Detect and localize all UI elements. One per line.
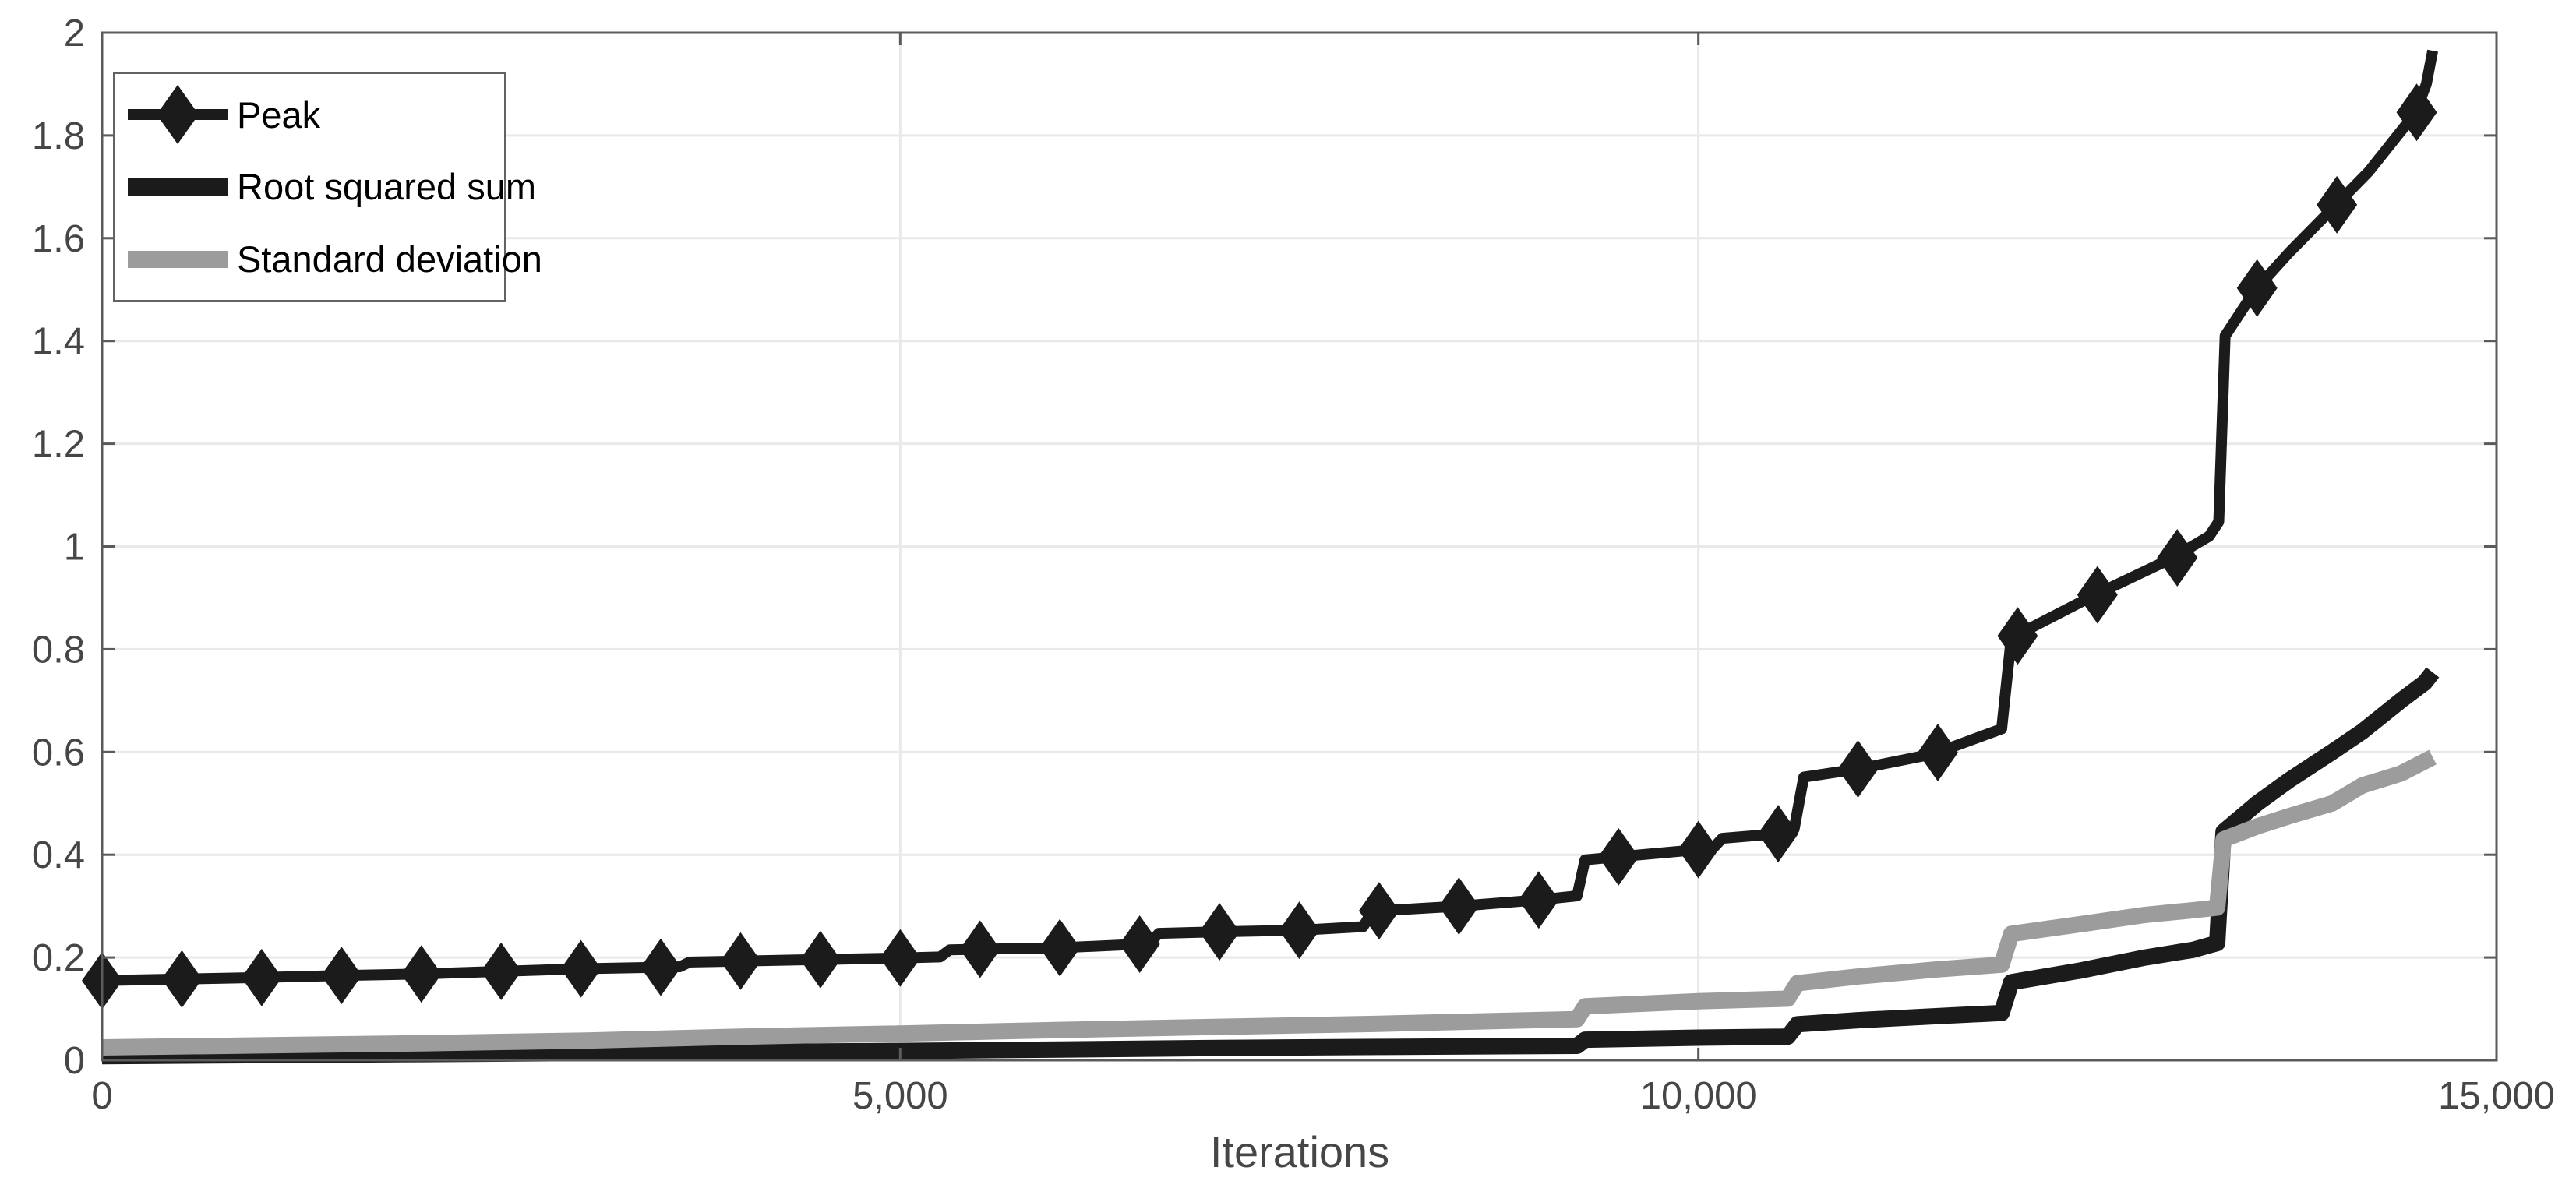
diamond-marker [560, 939, 602, 998]
diamond-marker [2396, 83, 2437, 142]
y-tick-label: 0.8 [32, 629, 85, 671]
legend-item-root-squared-sum: Root squared sum [123, 153, 536, 221]
y-tick-label: 1.4 [32, 321, 85, 363]
legend-label: Standard deviation [237, 238, 542, 280]
diamond-marker [1199, 903, 1240, 961]
y-tick-label: 1.8 [32, 115, 85, 157]
x-tick-label: 0 [91, 1075, 112, 1117]
diamond-marker [1598, 827, 1639, 886]
gray-line-icon [123, 225, 232, 294]
diamond-marker [2157, 529, 2198, 587]
diamond-marker [2077, 566, 2118, 624]
diamond-marker [1039, 918, 1081, 977]
diamond-marker [1119, 915, 1160, 973]
diamond-marker [161, 950, 203, 1008]
y-tick-label: 1.6 [32, 218, 85, 260]
diamond-marker [1678, 820, 1719, 879]
diamond-marker [241, 948, 282, 1006]
series-standard-deviation [101, 749, 2437, 1056]
black-line-icon [123, 153, 232, 221]
legend-item-peak: Peak [123, 80, 496, 149]
legend-box: Peak Root squared sum Standard deviation [113, 72, 542, 302]
tick-marks [101, 31, 2498, 1062]
diamond-marker [1917, 723, 1958, 781]
diamond-marker [1997, 607, 2038, 665]
gridlines [102, 33, 2497, 1060]
diamond-marker [1837, 740, 1879, 798]
legend-label: Peak [237, 93, 321, 136]
diamond-marker [1518, 871, 1559, 929]
diamond-marker [2317, 175, 2358, 234]
x-axis-label: Iterations [1209, 1127, 1390, 1176]
diamond-marker [2236, 259, 2278, 317]
diamond-marker [1758, 805, 1799, 863]
diamond-marker [640, 938, 682, 996]
x-tick-label: 15,000 [2438, 1075, 2555, 1117]
diamond-marker [1279, 901, 1320, 960]
x-tick-label: 10,000 [1640, 1075, 1757, 1117]
x-tick-label: 5,000 [852, 1075, 948, 1117]
diamond-marker [959, 920, 1000, 978]
tick-labels: 0 5,000 10,000 15,000 0 0.2 0.4 0.6 0.8 1 1.2 1.4 1.… [32, 12, 2555, 1117]
y-tick-label: 2 [64, 12, 85, 55]
legend-label: Root squared sum [237, 166, 537, 208]
y-tick-label: 0.6 [32, 731, 85, 774]
y-tick-label: 0.2 [32, 937, 85, 979]
diamond-marker [401, 945, 442, 1003]
diamond-marker [880, 929, 921, 987]
diamond-marker [1438, 877, 1480, 936]
peak-diamond-marker-icon [123, 80, 232, 149]
y-tick-label: 1 [64, 527, 85, 569]
diamond-marker [720, 932, 761, 990]
legend-item-standard-deviation: Standard deviation [123, 225, 542, 294]
y-tick-label: 0.4 [32, 834, 85, 876]
data-series [82, 49, 2440, 1065]
diamond-marker [321, 947, 362, 1005]
diamond-marker [799, 930, 841, 989]
diamond-marker [481, 942, 522, 1000]
y-tick-label: 1.2 [32, 424, 85, 466]
y-tick-label: 0 [64, 1040, 85, 1082]
diamond-marker [1358, 882, 1399, 940]
series-root-squared-sum [101, 667, 2440, 1065]
